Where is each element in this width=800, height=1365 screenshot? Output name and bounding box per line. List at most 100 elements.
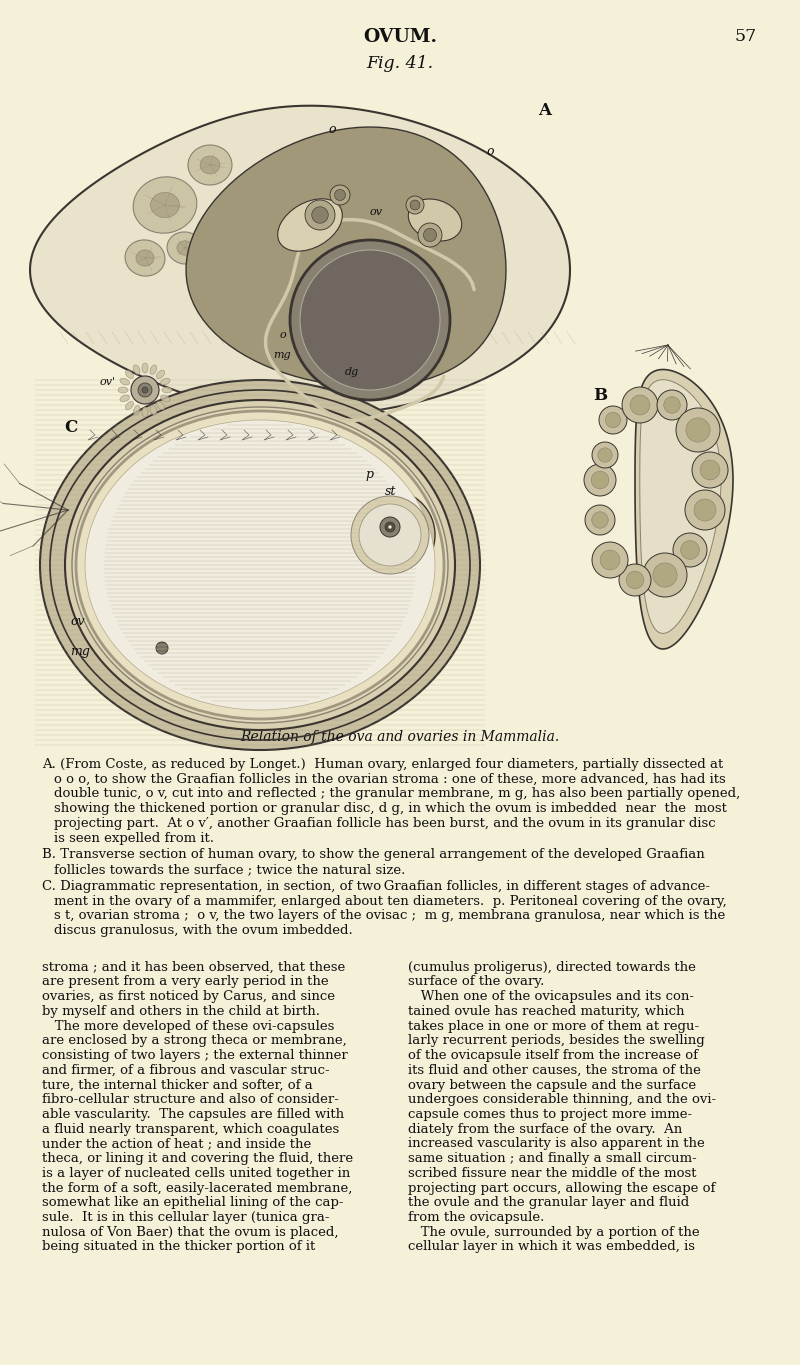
Circle shape — [131, 375, 159, 404]
Circle shape — [305, 201, 335, 229]
Text: C. Diagrammatic representation, in section, of two Graafian follicles, in differ: C. Diagrammatic representation, in secti… — [42, 880, 710, 893]
Text: The ovule, surrounded by a portion of the: The ovule, surrounded by a portion of th… — [408, 1226, 700, 1239]
Text: st: st — [385, 485, 396, 498]
Text: discus granulosus, with the ovum imbedded.: discus granulosus, with the ovum imbedde… — [54, 924, 353, 936]
Text: a fluid nearly transparent, which coagulates: a fluid nearly transparent, which coagul… — [42, 1122, 339, 1136]
Text: o: o — [486, 145, 494, 158]
Text: B. Transverse section of human ovary, to show the general arrangement of the dev: B. Transverse section of human ovary, to… — [42, 849, 705, 861]
Circle shape — [606, 412, 621, 427]
Ellipse shape — [150, 364, 157, 374]
Text: ovaries, as first noticed by Carus, and since: ovaries, as first noticed by Carus, and … — [42, 990, 335, 1003]
Text: theca, or lining it and covering the fluid, there: theca, or lining it and covering the flu… — [42, 1152, 353, 1166]
Ellipse shape — [177, 240, 193, 255]
Ellipse shape — [162, 388, 172, 393]
Circle shape — [653, 562, 677, 587]
Text: of the ovicapsule itself from the increase of: of the ovicapsule itself from the increa… — [408, 1050, 698, 1062]
Text: surface of the ovary.: surface of the ovary. — [408, 976, 544, 988]
Text: projecting part.  At o v′, another Graafian follicle has been burst, and the ovu: projecting part. At o v′, another Graafi… — [54, 816, 716, 830]
Ellipse shape — [118, 388, 128, 393]
Circle shape — [142, 628, 182, 667]
Ellipse shape — [72, 407, 448, 723]
Text: somewhat like an epithelial lining of the cap-: somewhat like an epithelial lining of th… — [42, 1196, 343, 1209]
Text: ov: ov — [370, 207, 383, 217]
Text: increased vascularity is also apparent in the: increased vascularity is also apparent i… — [408, 1137, 705, 1151]
Text: When one of the ovicapsules and its con-: When one of the ovicapsules and its con- — [408, 990, 694, 1003]
Text: fibro-cellular structure and also of consider-: fibro-cellular structure and also of con… — [42, 1093, 339, 1106]
Circle shape — [591, 471, 609, 489]
Ellipse shape — [134, 405, 140, 415]
Circle shape — [694, 500, 716, 521]
Ellipse shape — [40, 379, 480, 749]
Ellipse shape — [161, 378, 170, 385]
Ellipse shape — [133, 177, 197, 233]
Text: ovary between the capsule and the surface: ovary between the capsule and the surfac… — [408, 1078, 696, 1092]
Circle shape — [334, 190, 346, 201]
Circle shape — [685, 490, 725, 530]
Ellipse shape — [200, 156, 220, 173]
Ellipse shape — [167, 232, 203, 263]
Ellipse shape — [120, 394, 130, 401]
Text: ov': ov' — [100, 377, 116, 388]
Text: capsule comes thus to project more imme-: capsule comes thus to project more imme- — [408, 1108, 692, 1121]
Circle shape — [592, 442, 618, 468]
Ellipse shape — [408, 199, 462, 242]
Text: scribed fissure near the middle of the most: scribed fissure near the middle of the m… — [408, 1167, 697, 1179]
PathPatch shape — [635, 370, 733, 648]
Text: cellular layer in which it was embedded, is: cellular layer in which it was embedded,… — [408, 1241, 695, 1253]
Text: from the ovicapsule.: from the ovicapsule. — [408, 1211, 544, 1224]
Text: is a layer of nucleated cells united together in: is a layer of nucleated cells united tog… — [42, 1167, 350, 1179]
PathPatch shape — [640, 379, 721, 633]
Circle shape — [385, 521, 395, 532]
Circle shape — [388, 526, 392, 530]
Text: under the action of heat ; and inside the: under the action of heat ; and inside th… — [42, 1137, 311, 1151]
Ellipse shape — [120, 378, 130, 385]
Circle shape — [686, 418, 710, 442]
Text: by myself and others in the child at birth.: by myself and others in the child at bir… — [42, 1005, 320, 1018]
Ellipse shape — [85, 420, 435, 710]
Circle shape — [584, 464, 616, 495]
Circle shape — [585, 505, 615, 535]
Text: larly recurrent periods, besides the swelling: larly recurrent periods, besides the swe… — [408, 1035, 705, 1047]
Ellipse shape — [142, 407, 148, 416]
Ellipse shape — [157, 370, 165, 378]
Circle shape — [300, 250, 440, 390]
Circle shape — [622, 388, 658, 423]
Circle shape — [592, 512, 608, 528]
Text: stroma ; and it has been observed, that these: stroma ; and it has been observed, that … — [42, 961, 346, 973]
Circle shape — [626, 571, 644, 588]
Text: diately from the surface of the ovary.  An: diately from the surface of the ovary. A… — [408, 1122, 682, 1136]
Text: showing the thickened portion or granular disc, d g, in which the ovum is imbedd: showing the thickened portion or granula… — [54, 803, 727, 815]
Ellipse shape — [136, 250, 154, 266]
Text: the form of a soft, easily-lacerated membrane,: the form of a soft, easily-lacerated mem… — [42, 1182, 352, 1194]
Circle shape — [692, 452, 728, 489]
Text: mg: mg — [70, 646, 90, 658]
Text: A. (From Coste, as reduced by Longet.)  Human ovary, enlarged four diameters, pa: A. (From Coste, as reduced by Longet.) H… — [42, 758, 723, 771]
Circle shape — [138, 384, 152, 397]
Circle shape — [598, 448, 612, 463]
Text: sule.  It is in this cellular layer (tunica gra-: sule. It is in this cellular layer (tuni… — [42, 1211, 330, 1224]
Text: the ovule and the granular layer and fluid: the ovule and the granular layer and flu… — [408, 1196, 690, 1209]
Ellipse shape — [188, 145, 232, 186]
Text: o o o, to show the Graafian follicles in the ovarian stroma : one of these, more: o o o, to show the Graafian follicles in… — [54, 773, 726, 786]
Text: Fig. 41.: Fig. 41. — [366, 55, 434, 72]
Circle shape — [142, 388, 148, 393]
Circle shape — [673, 532, 707, 566]
Ellipse shape — [76, 411, 444, 719]
Text: tained ovule has reached maturity, which: tained ovule has reached maturity, which — [408, 1005, 685, 1018]
Ellipse shape — [150, 192, 179, 217]
Text: Relation of the ova and ovaries in Mammalia.: Relation of the ova and ovaries in Mamma… — [240, 730, 560, 744]
Ellipse shape — [218, 229, 242, 250]
PathPatch shape — [186, 127, 506, 388]
Circle shape — [619, 564, 651, 597]
Ellipse shape — [278, 199, 342, 251]
Circle shape — [630, 394, 650, 415]
Ellipse shape — [161, 394, 170, 401]
Circle shape — [657, 390, 687, 420]
Text: and firmer, of a fibrous and vascular struc-: and firmer, of a fibrous and vascular st… — [42, 1063, 330, 1077]
Text: nulosa of Von Baer) that the ovum is placed,: nulosa of Von Baer) that the ovum is pla… — [42, 1226, 338, 1239]
Circle shape — [351, 495, 429, 575]
Circle shape — [664, 397, 680, 414]
Text: o: o — [328, 123, 335, 136]
Circle shape — [406, 197, 424, 214]
Ellipse shape — [65, 400, 455, 730]
